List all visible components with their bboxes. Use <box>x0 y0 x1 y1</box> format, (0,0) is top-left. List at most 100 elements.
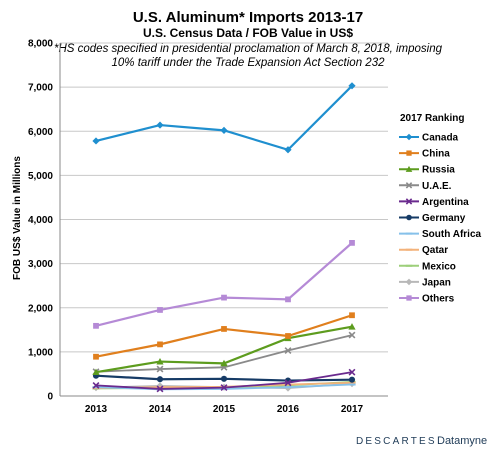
data-point <box>93 322 99 329</box>
data-point <box>284 146 292 154</box>
brand-sub: Datamyne <box>437 435 487 447</box>
data-point <box>221 326 227 332</box>
series-others <box>93 240 355 329</box>
series-line <box>95 314 353 358</box>
chart-subtitle: U.S. Census Data / FOB Value in US$ <box>143 26 353 40</box>
x-tick-label: 2017 <box>341 404 364 415</box>
legend-label: Canada <box>422 133 459 144</box>
data-point <box>285 296 291 303</box>
data-point <box>220 126 228 134</box>
data-point <box>220 375 228 382</box>
series-lines <box>92 82 356 393</box>
data-point <box>348 82 356 90</box>
x-tick-label: 2016 <box>277 404 300 415</box>
data-point <box>348 376 356 383</box>
data-point <box>349 312 355 319</box>
data-point <box>406 214 412 221</box>
data-point <box>284 379 292 387</box>
data-point <box>348 331 356 339</box>
data-point <box>157 307 163 313</box>
x-tick-label: 2015 <box>213 404 236 415</box>
data-point <box>221 294 227 301</box>
legend-title: 2017 Ranking <box>400 113 464 124</box>
legend-label: Qatar <box>422 245 448 256</box>
brand-logo: DESCARTES Datamyne <box>356 435 487 447</box>
legend-item: Canada <box>399 133 459 144</box>
data-point <box>405 278 413 286</box>
data-point <box>157 341 163 348</box>
series-germany <box>92 372 356 384</box>
y-tick-label: 5,000 <box>28 171 53 182</box>
legend-label: China <box>422 149 450 160</box>
series-russia <box>92 323 356 376</box>
series-canada <box>92 82 356 154</box>
data-point <box>284 347 292 354</box>
data-point <box>220 359 228 367</box>
data-point <box>156 376 164 383</box>
legend-label: Others <box>422 294 455 305</box>
legend-item: Argentina <box>399 197 469 208</box>
legend-item: Mexico <box>399 261 456 272</box>
legend-label: Japan <box>422 277 451 288</box>
data-point <box>405 133 413 141</box>
axes <box>59 43 388 397</box>
data-point <box>406 295 412 301</box>
y-tick-label: 4,000 <box>28 215 53 226</box>
data-point <box>348 323 356 330</box>
y-tick-label: 3,000 <box>28 259 53 270</box>
brand-main: DESCARTES <box>356 436 437 447</box>
series-line <box>95 242 353 327</box>
legend-item: Japan <box>399 277 451 288</box>
gridlines <box>60 42 388 353</box>
data-point <box>405 198 413 205</box>
legend-label: South Africa <box>422 229 482 240</box>
legend-label: Russia <box>422 165 455 176</box>
chart-title: U.S. Aluminum* Imports 2013-17 <box>133 9 363 26</box>
chart-annotation-line-1: *HS codes specified in presidential proc… <box>54 43 443 55</box>
legend-item: U.A.E. <box>399 181 452 192</box>
y-tick-label: 1,000 <box>28 347 53 358</box>
data-point <box>156 121 164 129</box>
legend-item: South Africa <box>399 229 482 240</box>
data-point <box>285 333 291 339</box>
data-point <box>156 385 164 393</box>
chart-annotation-line-2: 10% tariff under the Trade Expansion Act… <box>112 57 386 69</box>
y-tick-label: 2,000 <box>28 303 53 314</box>
series-china <box>93 312 355 360</box>
data-point <box>92 137 100 145</box>
y-tick-label: 7,000 <box>28 83 53 94</box>
y-tick-label: 6,000 <box>28 127 53 138</box>
data-point <box>220 384 228 392</box>
data-point <box>348 368 356 376</box>
legend-item: Germany <box>399 213 466 224</box>
x-tick-label: 2014 <box>149 404 172 415</box>
data-point <box>405 165 413 172</box>
legend-label: Germany <box>422 213 466 224</box>
legend-label: Mexico <box>422 261 456 272</box>
legend-item: Qatar <box>399 245 448 256</box>
legend: 2017 Ranking Canada China Russia U.A.E. Arge… <box>399 113 482 305</box>
y-axis-label: FOB US$ Value in Millions <box>12 156 23 280</box>
series-line <box>95 85 353 152</box>
data-point <box>93 353 99 360</box>
legend-label: Argentina <box>422 197 469 208</box>
data-point <box>92 381 100 389</box>
legend-item: Russia <box>399 165 455 176</box>
legend-item: China <box>399 149 450 160</box>
data-point <box>406 150 412 156</box>
x-tick-label: 2013 <box>85 404 108 415</box>
legend-item: Others <box>399 294 455 305</box>
data-point <box>349 240 355 246</box>
y-tick-label: 8,000 <box>28 39 53 50</box>
y-tick-label: 0 <box>47 392 53 403</box>
y-tick-labels: 0 1,000 2,000 3,000 4,000 5,000 6,000 7,000 8,00… <box>28 39 53 403</box>
data-point <box>156 357 164 365</box>
data-point <box>92 368 100 376</box>
data-point <box>156 365 164 373</box>
data-point <box>405 182 413 189</box>
x-tick-labels: 2013 2014 2015 2016 2017 <box>85 404 364 415</box>
series-u-a-e- <box>92 331 356 376</box>
legend-label: U.A.E. <box>422 181 452 192</box>
series-argentina <box>92 368 356 393</box>
